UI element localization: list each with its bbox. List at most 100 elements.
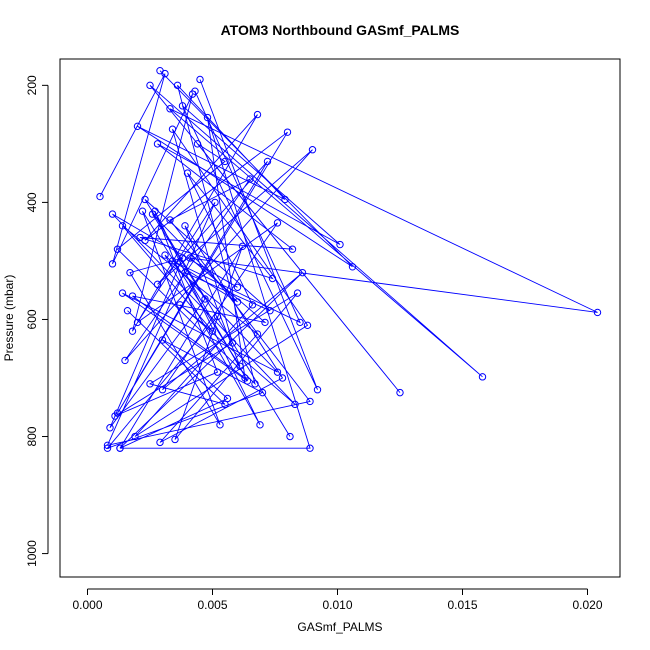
x-tick-label: 0.005	[197, 598, 227, 612]
data-point	[191, 87, 199, 95]
y-axis-label: Pressure (mbar)	[2, 275, 16, 362]
data-point	[261, 318, 269, 327]
plot-frame	[59, 58, 621, 578]
data-point	[173, 81, 182, 90]
data-point	[116, 444, 124, 452]
data-point	[181, 222, 189, 230]
y-tick-label: 1000	[25, 540, 39, 567]
data-point	[306, 397, 314, 406]
series-layer	[96, 67, 602, 452]
data-point	[171, 435, 179, 444]
data-point	[236, 362, 244, 370]
data-point	[126, 268, 134, 277]
y-tick-label: 800	[25, 426, 39, 446]
data-point	[193, 140, 202, 148]
data-point	[178, 254, 187, 262]
data-point	[203, 113, 212, 122]
data-point	[306, 444, 314, 452]
x-tick-label: 0.020	[572, 598, 602, 612]
data-point	[253, 330, 262, 338]
data-point	[141, 195, 149, 204]
data-point	[251, 380, 259, 388]
data-point	[273, 368, 282, 376]
data-point	[138, 207, 147, 215]
data-point	[308, 146, 317, 154]
y-tick-label: 200	[25, 75, 39, 95]
data-point	[233, 283, 242, 291]
data-point	[131, 432, 139, 441]
data-point	[253, 110, 262, 119]
data-point	[278, 374, 287, 382]
data-point	[291, 400, 299, 409]
series-line	[99, 73, 313, 449]
data-point	[146, 380, 154, 388]
data-point	[241, 374, 249, 382]
data-point	[146, 81, 154, 90]
data-point	[238, 242, 247, 250]
data-point	[133, 318, 142, 327]
data-point	[208, 327, 217, 335]
data-point	[313, 386, 322, 394]
data-point	[183, 169, 192, 177]
data-point	[593, 308, 602, 317]
data-point	[148, 210, 157, 218]
x-tick-label: 0.015	[447, 598, 477, 612]
data-point	[336, 240, 344, 249]
data-point	[248, 301, 257, 309]
series-line	[114, 79, 341, 437]
data-point	[256, 421, 264, 429]
data-point	[216, 421, 224, 429]
data-point	[288, 245, 297, 253]
data-point	[211, 198, 219, 207]
data-point	[106, 424, 114, 432]
data-point	[201, 295, 209, 303]
x-axis-label: GASmf_PALMS	[297, 620, 382, 634]
y-tick-label: 400	[25, 192, 39, 212]
data-point	[96, 192, 104, 201]
data-point	[283, 128, 292, 136]
data-point	[128, 292, 137, 300]
data-point	[303, 321, 312, 330]
data-point	[161, 251, 169, 259]
x-tick-label: 0.010	[322, 598, 352, 612]
data-point	[123, 306, 132, 315]
data-point	[196, 75, 204, 84]
y-tick-label: 600	[25, 309, 39, 329]
chart-title: ATOM3 Northbound GASmf_PALMS	[221, 22, 460, 38]
data-point	[273, 219, 282, 227]
data-point	[156, 438, 164, 447]
series-line	[109, 91, 301, 443]
data-point	[108, 210, 117, 218]
data-point	[178, 102, 187, 110]
data-point	[118, 289, 127, 297]
data-point	[168, 257, 177, 265]
data-point	[258, 388, 267, 397]
data-point	[233, 298, 242, 306]
data-point	[158, 336, 167, 344]
data-point	[396, 388, 404, 397]
data-point	[103, 444, 112, 452]
data-point	[166, 216, 174, 224]
data-point	[176, 301, 184, 309]
data-point	[168, 125, 177, 133]
data-point	[121, 356, 129, 365]
data-point	[118, 222, 127, 230]
data-point	[223, 394, 232, 403]
data-point	[156, 67, 164, 75]
data-point	[281, 195, 289, 204]
data-point	[153, 280, 162, 289]
data-point	[286, 432, 294, 441]
data-point	[348, 263, 357, 271]
data-point	[153, 140, 162, 148]
data-point	[296, 318, 304, 327]
data-point	[268, 274, 277, 283]
data-point	[128, 327, 137, 335]
data-point	[478, 373, 487, 381]
data-point	[293, 289, 302, 297]
x-tick-label: 0.000	[72, 598, 102, 612]
y-axis: 200 400 600 800 1000	[25, 75, 49, 567]
x-axis: 0.000 0.005 0.010 0.015 0.020	[72, 588, 603, 612]
data-point	[263, 157, 272, 166]
